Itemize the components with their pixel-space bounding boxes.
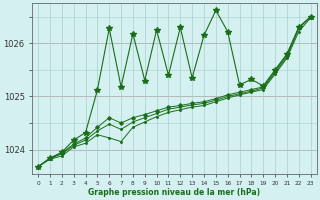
X-axis label: Graphe pression niveau de la mer (hPa): Graphe pression niveau de la mer (hPa) (88, 188, 260, 197)
